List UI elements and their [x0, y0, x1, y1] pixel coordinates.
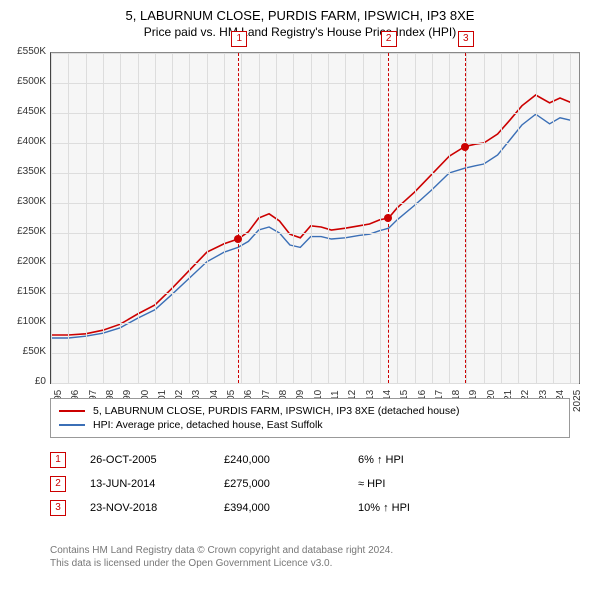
y-axis-label: £200K: [0, 256, 46, 267]
gridline-v: [138, 53, 139, 383]
event-price: £240,000: [224, 454, 334, 466]
gridline-h: [51, 383, 579, 384]
event-date: 26-OCT-2005: [90, 454, 200, 466]
gridline-v: [415, 53, 416, 383]
gridline-v: [570, 53, 571, 383]
marker-line-1: [238, 53, 239, 383]
marker-dot-1: [234, 235, 242, 243]
y-axis-label: £150K: [0, 286, 46, 297]
footer-attribution: Contains HM Land Registry data © Crown c…: [50, 544, 570, 570]
y-axis-label: £350K: [0, 166, 46, 177]
event-price: £275,000: [224, 478, 334, 490]
event-note: 6% ↑ HPI: [358, 454, 488, 466]
event-date: 13-JUN-2014: [90, 478, 200, 490]
gridline-v: [536, 53, 537, 383]
gridline-v: [553, 53, 554, 383]
gridline-h: [51, 53, 579, 54]
gridline-h: [51, 143, 579, 144]
gridline-h: [51, 263, 579, 264]
y-axis-label: £250K: [0, 226, 46, 237]
gridline-v: [432, 53, 433, 383]
x-axis-label: 2025: [572, 390, 583, 412]
gridline-v: [172, 53, 173, 383]
events-table: 1 26-OCT-2005 £240,000 6% ↑ HPI 2 13-JUN-2014…: [50, 448, 570, 520]
chart-plot-area: 123: [50, 52, 580, 384]
y-axis-label: £0: [0, 376, 46, 387]
event-price: £394,000: [224, 502, 334, 514]
footer-line-2: This data is licensed under the Open Gov…: [50, 557, 570, 570]
gridline-v: [484, 53, 485, 383]
chart-lines-svg: [51, 53, 579, 383]
y-axis-label: £400K: [0, 136, 46, 147]
event-note: ≈ HPI: [358, 478, 488, 490]
gridline-v: [259, 53, 260, 383]
gridline-v: [241, 53, 242, 383]
gridline-v: [518, 53, 519, 383]
marker-line-3: [465, 53, 466, 383]
legend-label: HPI: Average price, detached house, East…: [93, 419, 323, 431]
gridline-h: [51, 203, 579, 204]
legend-row: HPI: Average price, detached house, East…: [59, 418, 561, 432]
gridline-v: [397, 53, 398, 383]
gridline-v: [51, 53, 52, 383]
gridline-v: [345, 53, 346, 383]
event-num: 2: [50, 476, 66, 492]
event-row-1: 1 26-OCT-2005 £240,000 6% ↑ HPI: [50, 448, 570, 472]
y-axis-label: £100K: [0, 316, 46, 327]
event-row-3: 3 23-NOV-2018 £394,000 10% ↑ HPI: [50, 496, 570, 520]
y-axis-label: £300K: [0, 196, 46, 207]
gridline-v: [68, 53, 69, 383]
chart-subtitle: Price paid vs. HM Land Registry's House …: [0, 23, 600, 45]
gridline-v: [293, 53, 294, 383]
gridline-v: [103, 53, 104, 383]
event-num: 1: [50, 452, 66, 468]
legend-label: 5, LABURNUM CLOSE, PURDIS FARM, IPSWICH,…: [93, 405, 459, 417]
y-axis-label: £450K: [0, 106, 46, 117]
event-row-2: 2 13-JUN-2014 £275,000 ≈ HPI: [50, 472, 570, 496]
gridline-h: [51, 113, 579, 114]
gridline-v: [363, 53, 364, 383]
gridline-h: [51, 233, 579, 234]
legend-swatch: [59, 424, 85, 426]
event-date: 23-NOV-2018: [90, 502, 200, 514]
y-axis-label: £50K: [0, 346, 46, 357]
gridline-h: [51, 323, 579, 324]
legend-box: 5, LABURNUM CLOSE, PURDIS FARM, IPSWICH,…: [50, 398, 570, 438]
gridline-v: [466, 53, 467, 383]
chart-title: 5, LABURNUM CLOSE, PURDIS FARM, IPSWICH,…: [0, 0, 600, 23]
gridline-v: [120, 53, 121, 383]
marker-label-3: 3: [458, 31, 474, 47]
legend-swatch: [59, 410, 85, 412]
gridline-v: [155, 53, 156, 383]
gridline-h: [51, 353, 579, 354]
gridline-v: [276, 53, 277, 383]
y-axis-label: £550K: [0, 46, 46, 57]
gridline-h: [51, 83, 579, 84]
gridline-v: [501, 53, 502, 383]
gridline-v: [311, 53, 312, 383]
gridline-h: [51, 293, 579, 294]
event-note: 10% ↑ HPI: [358, 502, 488, 514]
y-axis-label: £500K: [0, 76, 46, 87]
event-num: 3: [50, 500, 66, 516]
marker-label-2: 2: [381, 31, 397, 47]
gridline-v: [328, 53, 329, 383]
marker-dot-2: [384, 214, 392, 222]
gridline-v: [86, 53, 87, 383]
gridline-v: [380, 53, 381, 383]
marker-label-1: 1: [231, 31, 247, 47]
gridline-v: [189, 53, 190, 383]
legend-row: 5, LABURNUM CLOSE, PURDIS FARM, IPSWICH,…: [59, 404, 561, 418]
gridline-v: [224, 53, 225, 383]
gridline-h: [51, 173, 579, 174]
gridline-v: [207, 53, 208, 383]
footer-line-1: Contains HM Land Registry data © Crown c…: [50, 544, 570, 557]
gridline-v: [449, 53, 450, 383]
marker-dot-3: [461, 143, 469, 151]
